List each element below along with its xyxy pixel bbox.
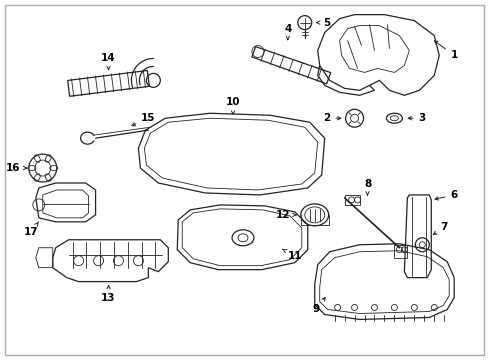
Text: 10: 10 — [225, 97, 240, 114]
Text: 16: 16 — [6, 163, 27, 173]
Text: 17: 17 — [23, 222, 39, 237]
Text: 11: 11 — [282, 249, 302, 261]
Text: 6: 6 — [434, 190, 457, 200]
Text: 5: 5 — [316, 18, 329, 28]
Text: 3: 3 — [407, 113, 425, 123]
Text: 8: 8 — [363, 179, 370, 195]
Text: 15: 15 — [132, 113, 155, 126]
FancyBboxPatch shape — [5, 5, 483, 355]
Text: 7: 7 — [432, 222, 447, 234]
Text: 14: 14 — [101, 54, 116, 69]
Text: 4: 4 — [284, 24, 291, 40]
Text: 12: 12 — [275, 210, 295, 220]
Text: 2: 2 — [323, 113, 340, 123]
Text: 13: 13 — [101, 285, 116, 302]
Text: 1: 1 — [433, 41, 457, 60]
Text: 9: 9 — [311, 298, 325, 315]
